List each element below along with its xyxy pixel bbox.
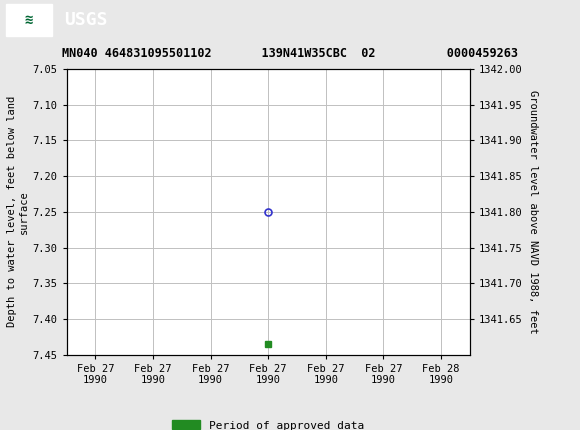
Y-axis label: Depth to water level, feet below land
surface: Depth to water level, feet below land su… — [7, 96, 28, 327]
Text: ≋: ≋ — [25, 13, 33, 27]
Bar — [6, 4, 52, 36]
Y-axis label: Groundwater level above NAVD 1988, feet: Groundwater level above NAVD 1988, feet — [528, 90, 538, 334]
Legend: Period of approved data: Period of approved data — [168, 416, 369, 430]
Text: USGS: USGS — [64, 11, 107, 29]
Text: MN040 464831095501102       139N41W35CBC  02          0000459263: MN040 464831095501102 139N41W35CBC 02 00… — [62, 47, 518, 60]
